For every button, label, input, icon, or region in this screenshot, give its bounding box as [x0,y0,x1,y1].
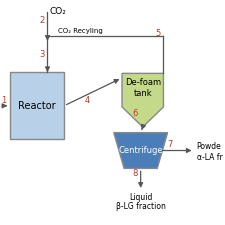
Text: 2: 2 [40,16,45,25]
Text: 8: 8 [133,169,138,178]
Text: β-LG fraction: β-LG fraction [116,202,166,211]
Text: CO₂: CO₂ [50,7,66,16]
Text: 4: 4 [84,96,90,105]
FancyBboxPatch shape [10,72,64,139]
Text: Reactor: Reactor [18,101,56,111]
Text: Liquid: Liquid [129,193,152,202]
Text: 5: 5 [156,29,161,38]
Text: α-LA fr: α-LA fr [197,153,222,162]
Text: 3: 3 [40,50,45,59]
Text: Centrifuge: Centrifuge [118,146,163,155]
Polygon shape [122,73,163,127]
Text: Powde: Powde [197,142,221,151]
Text: 7: 7 [167,140,172,149]
Text: 1: 1 [1,96,6,105]
Text: CO₂ Recyling: CO₂ Recyling [58,28,103,34]
Text: De-foam
tank: De-foam tank [125,78,161,98]
Polygon shape [114,133,168,168]
Text: 6: 6 [133,109,138,118]
